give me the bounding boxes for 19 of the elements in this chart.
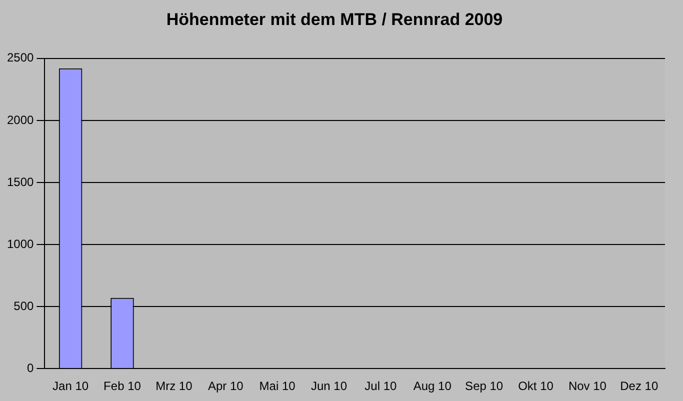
x-tick-label: Mai 10 <box>259 379 296 394</box>
x-tick-label: Sep 10 <box>465 379 504 394</box>
x-tick-label: Mrz 10 <box>156 379 193 394</box>
y-tick-label: 500 <box>14 298 34 313</box>
x-tick-label: Jun 10 <box>310 379 348 394</box>
x-tick-label: Feb 10 <box>104 379 142 394</box>
y-tick-label: 2000 <box>6 112 34 127</box>
x-tick-label: Jan 10 <box>52 379 89 394</box>
x-tick-label: Apr 10 <box>208 379 244 394</box>
y-tick-label: 1000 <box>6 236 34 251</box>
x-tick-label: Aug 10 <box>413 379 452 394</box>
x-tick-label: Jul 10 <box>364 379 398 394</box>
y-tick-label: 2500 <box>6 50 34 65</box>
x-tick-label: Dez 10 <box>620 379 658 394</box>
y-tick-label: 1500 <box>6 174 34 189</box>
chart-title: Höhenmeter mit dem MTB / Rennrad 2009 <box>166 10 503 29</box>
x-tick-label: Okt 10 <box>518 379 554 394</box>
x-tick-label: Nov 10 <box>568 379 607 394</box>
y-tick-label: 0 <box>27 360 34 375</box>
